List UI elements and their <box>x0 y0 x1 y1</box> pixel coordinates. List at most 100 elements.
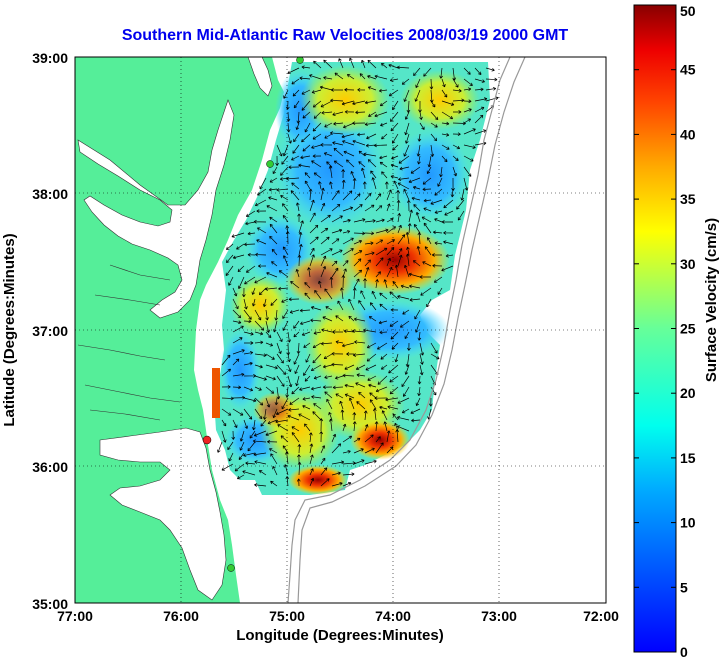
velocity-arrow <box>331 267 339 278</box>
velocity-arrow <box>439 166 443 178</box>
y-axis: 39:00 38:00 37:00 36:00 35:00 Latitude (… <box>1 50 68 612</box>
velocity-arrow <box>243 386 254 392</box>
velocity-arrow <box>313 60 322 69</box>
velocity-arrow <box>405 353 410 368</box>
velocity-arrow <box>445 253 454 258</box>
velocity-arrow <box>254 483 267 487</box>
velocity-arrow <box>401 375 410 388</box>
velocity-arrow <box>419 122 425 130</box>
velocity-arrow <box>358 300 366 311</box>
velocity-arrow <box>381 133 388 140</box>
velocity-arrow <box>297 461 302 476</box>
velocity-arrow <box>311 386 322 391</box>
velocity-arrow <box>441 155 448 163</box>
velocity-arrow <box>253 452 267 457</box>
velocity-arrow <box>234 463 245 472</box>
chesapeake-bay <box>77 99 235 319</box>
station-marker-south <box>227 564 235 572</box>
velocity-arrow <box>374 396 388 400</box>
velocity-arrow <box>390 163 399 168</box>
velocity-arrow <box>428 397 433 407</box>
velocity-arrow <box>374 111 388 118</box>
velocity-arrow <box>367 159 377 168</box>
velocity-arrow <box>348 397 355 410</box>
velocity-arrow <box>417 331 422 341</box>
velocity-arrow <box>463 166 472 177</box>
velocity-arrow <box>329 418 333 432</box>
velocity-arrow <box>397 182 410 190</box>
velocity-arrow <box>398 155 410 164</box>
velocity-arrow <box>463 87 472 92</box>
velocity-arrow <box>389 320 399 327</box>
velocity-arrow <box>402 386 410 397</box>
velocity-arrow <box>255 252 267 257</box>
velocity-arrow <box>269 223 278 234</box>
y-tick-label: 38:00 <box>32 186 68 202</box>
velocity-arrow <box>404 111 410 120</box>
x-tick-label: 75:00 <box>269 608 305 624</box>
colorbar-gradient <box>633 4 677 653</box>
velocity-arrow <box>326 398 333 410</box>
velocity-arrow <box>265 397 271 408</box>
velocity-arrow <box>254 199 267 207</box>
velocity-arrow <box>375 247 388 256</box>
velocity-arrow <box>388 89 399 97</box>
velocity-arrow <box>312 154 322 158</box>
velocity-arrow <box>419 342 425 356</box>
velocity-arrow <box>406 199 411 212</box>
velocity-arrow <box>304 282 311 289</box>
velocity-arrow <box>221 385 231 389</box>
velocity-arrow <box>397 397 410 404</box>
velocity-arrow <box>271 248 278 256</box>
velocity-arrow <box>420 287 432 296</box>
velocity-arrow <box>411 418 421 423</box>
velocity-arrow <box>225 265 234 276</box>
velocity-arrow <box>271 261 278 267</box>
velocity-arrow <box>269 177 278 183</box>
velocity-arrow <box>342 140 355 146</box>
station-marker-hatteras <box>202 435 212 445</box>
bathymetry-contours <box>287 57 526 603</box>
velocity-arrow <box>276 342 282 355</box>
velocity-arrow <box>269 235 278 245</box>
velocity-arrow <box>279 177 289 181</box>
x-tick-label: 73:00 <box>481 608 517 624</box>
velocity-arrow <box>264 287 278 291</box>
velocity-arrow <box>364 122 377 127</box>
velocity-arrow <box>434 210 443 214</box>
velocity-arrow <box>463 78 473 87</box>
velocity-arrow <box>309 224 319 234</box>
velocity-arrow <box>390 122 399 132</box>
velocity-arrow <box>298 243 303 256</box>
velocity-arrow <box>296 342 301 354</box>
velocity-arrow <box>287 364 292 373</box>
velocity-arrow <box>293 133 300 143</box>
velocity-arrow <box>276 364 287 375</box>
velocity-arrow <box>293 331 300 338</box>
velocity-arrow <box>358 391 366 399</box>
velocity-arrow <box>217 441 223 453</box>
velocity-arrow <box>388 63 399 69</box>
velocity-arrow <box>297 454 301 465</box>
velocity-arrow <box>358 150 366 157</box>
velocity-arrow <box>360 290 366 300</box>
velocity-arrow <box>396 425 410 432</box>
velocity-arrow <box>353 258 362 267</box>
velocity-arrow <box>364 424 369 432</box>
velocity-arrow <box>375 279 379 289</box>
velocity-arrow <box>463 144 476 149</box>
velocity-arrow <box>262 298 267 308</box>
colorbar-label: Surface Velocity (cm/s) <box>703 218 720 382</box>
velocity-arrow <box>287 133 292 144</box>
velocity-arrow <box>305 353 311 363</box>
velocity-arrow <box>366 342 377 349</box>
velocity-arrow <box>251 298 256 307</box>
velocity-arrow <box>295 202 300 212</box>
velocity-arrow <box>452 110 462 114</box>
velocity-arrow <box>397 234 406 245</box>
station-marker-mid <box>266 160 274 168</box>
velocity-arrow <box>342 206 354 212</box>
velocity-arrow <box>333 121 344 126</box>
